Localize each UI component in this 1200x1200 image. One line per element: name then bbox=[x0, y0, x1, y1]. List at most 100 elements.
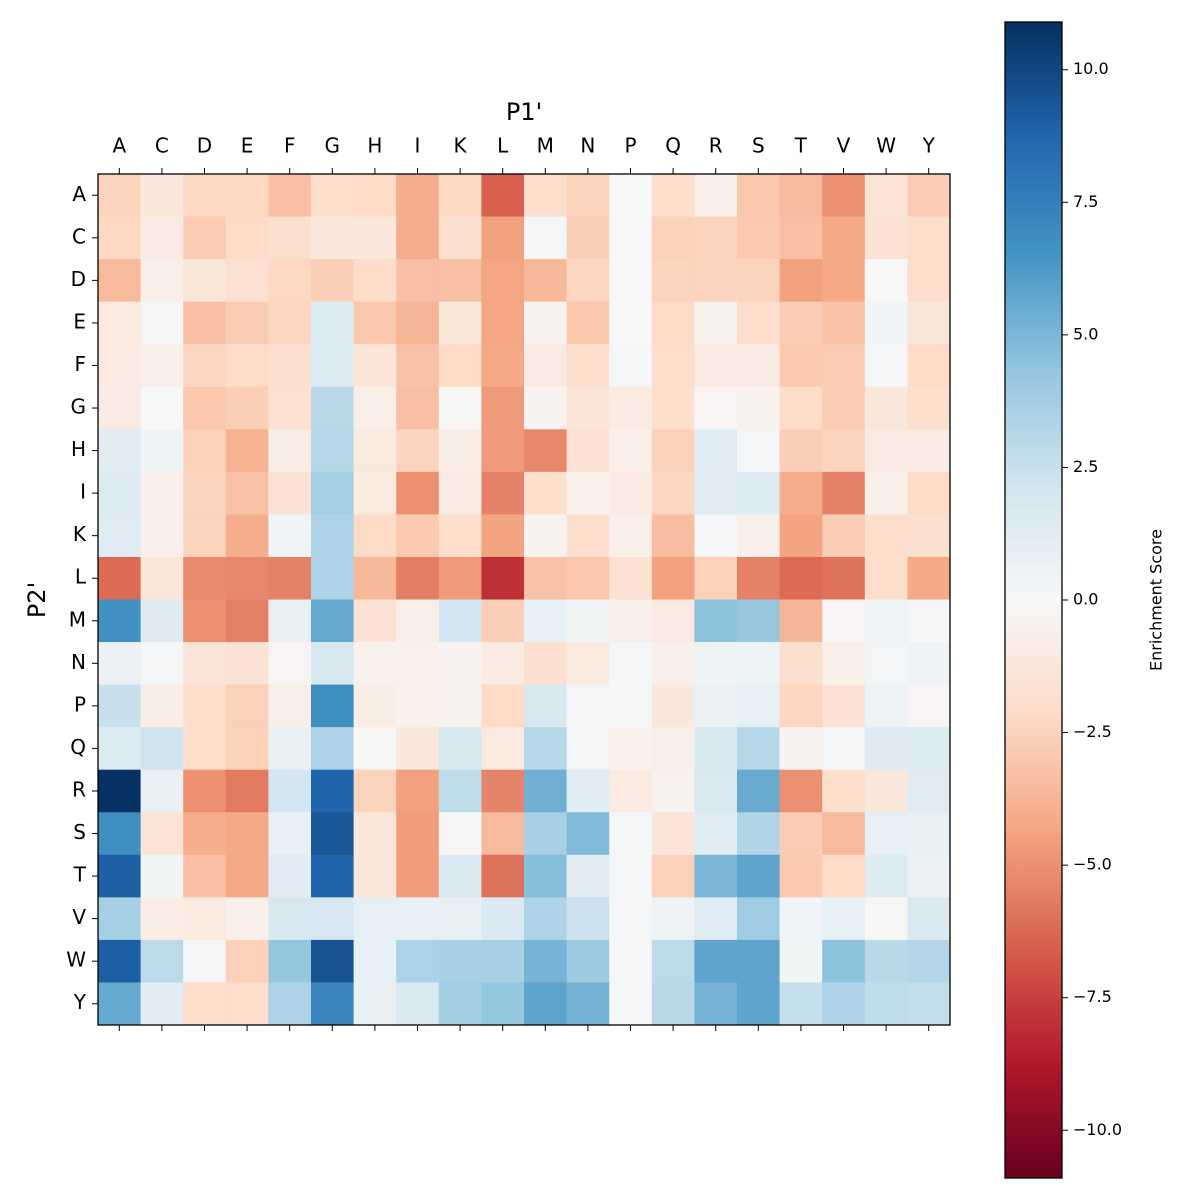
heatmap-cell bbox=[481, 854, 525, 898]
heatmap-cell bbox=[438, 769, 482, 813]
heatmap-cell bbox=[140, 897, 184, 941]
heatmap-cell bbox=[311, 684, 355, 728]
heatmap-cell bbox=[822, 642, 866, 686]
heatmap-cell bbox=[183, 727, 227, 771]
heatmap-cell bbox=[98, 301, 142, 345]
heatmap-cell bbox=[98, 514, 142, 558]
heatmap-cell bbox=[694, 982, 738, 1026]
heatmap-cell bbox=[396, 429, 440, 473]
heatmap-cell bbox=[481, 727, 525, 771]
y-tick-label: D bbox=[71, 267, 86, 291]
heatmap-cell bbox=[907, 769, 951, 813]
heatmap-cell bbox=[396, 556, 440, 600]
heatmap-cell bbox=[140, 769, 184, 813]
heatmap-cell bbox=[864, 429, 908, 473]
heatmap-cell bbox=[907, 982, 951, 1026]
heatmap-cell bbox=[183, 769, 227, 813]
heatmap-cell bbox=[268, 939, 312, 983]
heatmap-cell bbox=[353, 642, 397, 686]
heatmap-cell bbox=[268, 259, 312, 303]
heatmap-cell bbox=[822, 939, 866, 983]
heatmap-cell bbox=[268, 301, 312, 345]
heatmap-cell bbox=[737, 684, 781, 728]
heatmap-cell bbox=[140, 174, 184, 218]
heatmap-cell bbox=[907, 556, 951, 600]
heatmap-cell bbox=[140, 259, 184, 303]
heatmap-cell bbox=[651, 854, 695, 898]
heatmap-cell bbox=[98, 556, 142, 600]
heatmap-cell bbox=[438, 471, 482, 515]
heatmap-cell bbox=[311, 301, 355, 345]
heatmap-cell bbox=[481, 471, 525, 515]
heatmap-cell bbox=[140, 599, 184, 643]
heatmap-cell bbox=[438, 216, 482, 260]
heatmap-cell bbox=[737, 259, 781, 303]
heatmap-cell bbox=[140, 514, 184, 558]
heatmap-cell bbox=[225, 514, 269, 558]
heatmap-cell bbox=[694, 301, 738, 345]
heatmap-cell bbox=[311, 174, 355, 218]
heatmap-cell bbox=[609, 854, 653, 898]
y-tick-label: V bbox=[72, 905, 86, 929]
heatmap-cell bbox=[907, 174, 951, 218]
heatmap-cell bbox=[225, 429, 269, 473]
heatmap-cell bbox=[864, 727, 908, 771]
heatmap-cell bbox=[651, 216, 695, 260]
heatmap-cell bbox=[481, 259, 525, 303]
heatmap-cell bbox=[864, 259, 908, 303]
heatmap-cell bbox=[694, 429, 738, 473]
heatmap-cell bbox=[183, 174, 227, 218]
heatmap-cell bbox=[566, 386, 610, 430]
heatmap-cell bbox=[225, 854, 269, 898]
heatmap-cell bbox=[481, 897, 525, 941]
heatmap-cell bbox=[737, 854, 781, 898]
colorbar-label: Enrichment Score bbox=[1147, 529, 1166, 671]
heatmap-cell bbox=[268, 897, 312, 941]
heatmap-cell bbox=[694, 812, 738, 856]
heatmap-cell bbox=[396, 259, 440, 303]
heatmap-cell bbox=[822, 812, 866, 856]
heatmap-cell bbox=[268, 344, 312, 388]
heatmap-cell bbox=[353, 939, 397, 983]
x-tick-label: H bbox=[367, 134, 382, 158]
heatmap-cell bbox=[225, 939, 269, 983]
heatmap-cell bbox=[140, 301, 184, 345]
heatmap-cell bbox=[651, 301, 695, 345]
x-tick-label: G bbox=[325, 134, 341, 158]
heatmap-cell bbox=[779, 174, 823, 218]
heatmap-cell bbox=[524, 982, 568, 1026]
heatmap-cell bbox=[183, 216, 227, 260]
y-tick-label: Q bbox=[70, 735, 86, 759]
heatmap-cell bbox=[268, 684, 312, 728]
colorbar-tick-label: 0.0 bbox=[1073, 590, 1098, 609]
heatmap-cell bbox=[694, 174, 738, 218]
heatmap-cell bbox=[438, 684, 482, 728]
heatmap-cell bbox=[822, 599, 866, 643]
heatmap-cell bbox=[737, 174, 781, 218]
heatmap-cell bbox=[396, 174, 440, 218]
heatmap-cell bbox=[481, 386, 525, 430]
heatmap-cell bbox=[438, 897, 482, 941]
heatmap-cell bbox=[651, 259, 695, 303]
heatmap-cell bbox=[694, 769, 738, 813]
heatmap-cell bbox=[140, 684, 184, 728]
y-tick-label: F bbox=[74, 352, 86, 376]
heatmap-cell bbox=[651, 556, 695, 600]
heatmap-cell bbox=[694, 642, 738, 686]
heatmap-cell bbox=[396, 812, 440, 856]
heatmap-cell bbox=[396, 854, 440, 898]
heatmap-cell bbox=[311, 812, 355, 856]
heatmap-cell bbox=[225, 642, 269, 686]
heatmap-cell bbox=[353, 216, 397, 260]
heatmap-cell bbox=[651, 642, 695, 686]
heatmap-cell bbox=[140, 939, 184, 983]
heatmap-cell bbox=[225, 174, 269, 218]
y-tick-label: N bbox=[71, 650, 86, 674]
heatmap-cell bbox=[737, 982, 781, 1026]
heatmap-cell bbox=[353, 854, 397, 898]
heatmap-cell bbox=[822, 514, 866, 558]
heatmap-cell bbox=[524, 939, 568, 983]
heatmap-cell bbox=[907, 939, 951, 983]
heatmap-cell bbox=[651, 727, 695, 771]
heatmap-cell bbox=[481, 174, 525, 218]
